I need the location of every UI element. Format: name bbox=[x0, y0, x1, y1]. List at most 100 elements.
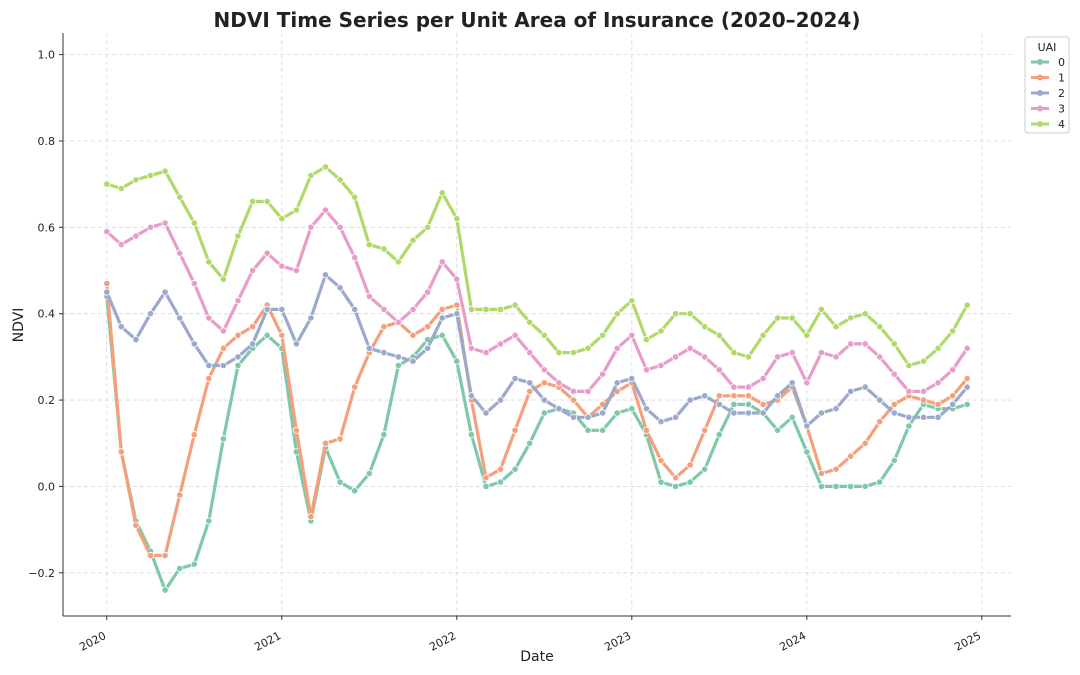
data-point bbox=[453, 215, 461, 223]
data-point bbox=[351, 193, 359, 201]
legend-label: 3 bbox=[1058, 103, 1065, 116]
data-point bbox=[905, 361, 913, 370]
data-point bbox=[249, 323, 257, 331]
data-point bbox=[205, 314, 213, 322]
data-point bbox=[351, 254, 359, 262]
data-point bbox=[876, 353, 884, 361]
data-point bbox=[365, 469, 373, 478]
data-point bbox=[686, 310, 694, 318]
data-point bbox=[598, 370, 607, 378]
data-point bbox=[628, 405, 636, 413]
data-point bbox=[307, 314, 315, 322]
data-point bbox=[438, 189, 446, 197]
data-point bbox=[161, 551, 169, 560]
data-point bbox=[409, 331, 417, 339]
data-point bbox=[409, 236, 417, 244]
data-point bbox=[467, 305, 475, 313]
data-point bbox=[555, 405, 563, 413]
legend-item: 1 bbox=[1031, 72, 1065, 85]
data-point bbox=[423, 344, 432, 352]
x-tick-label: 2025 bbox=[952, 629, 983, 654]
data-point bbox=[584, 344, 592, 352]
data-point bbox=[701, 353, 709, 361]
data-point bbox=[584, 426, 592, 434]
data-point bbox=[919, 357, 928, 365]
data-point bbox=[671, 474, 680, 482]
data-point bbox=[146, 171, 155, 180]
data-point bbox=[963, 344, 971, 352]
y-tick-label: 0.4 bbox=[38, 308, 56, 321]
data-point bbox=[423, 323, 432, 331]
data-point bbox=[438, 314, 446, 322]
data-point bbox=[613, 310, 621, 318]
x-tick-label: 2024 bbox=[777, 629, 808, 654]
y-tick-label: 0.0 bbox=[38, 480, 56, 493]
data-point bbox=[205, 374, 213, 383]
data-point bbox=[569, 387, 578, 395]
data-point bbox=[176, 314, 184, 322]
data-point bbox=[103, 279, 111, 288]
data-point bbox=[511, 331, 519, 339]
data-point bbox=[963, 301, 971, 309]
data-point bbox=[234, 353, 242, 361]
data-point bbox=[146, 223, 155, 231]
data-point bbox=[351, 487, 359, 495]
y-tick-label: 0.6 bbox=[38, 221, 56, 234]
data-point bbox=[613, 344, 621, 352]
data-point bbox=[380, 348, 388, 357]
data-point bbox=[817, 469, 826, 478]
data-point bbox=[861, 340, 869, 348]
data-point bbox=[890, 370, 898, 378]
data-point bbox=[773, 392, 782, 400]
data-point bbox=[278, 262, 286, 270]
data-point bbox=[380, 245, 388, 253]
y-tick-label: 1.0 bbox=[38, 49, 56, 62]
data-point bbox=[278, 305, 286, 313]
data-point bbox=[176, 491, 184, 499]
data-point bbox=[569, 413, 578, 421]
data-point bbox=[934, 344, 942, 352]
data-point bbox=[744, 392, 753, 400]
data-point bbox=[628, 331, 636, 339]
data-point bbox=[671, 353, 680, 361]
data-point bbox=[467, 344, 475, 352]
data-point bbox=[598, 331, 607, 339]
data-point bbox=[846, 482, 855, 490]
series-2 bbox=[103, 271, 971, 430]
data-point bbox=[263, 249, 271, 257]
data-point bbox=[686, 344, 694, 352]
data-point bbox=[773, 353, 782, 361]
data-point bbox=[890, 400, 898, 408]
legend-label: 2 bbox=[1058, 87, 1065, 100]
data-point bbox=[846, 387, 855, 395]
data-point bbox=[205, 517, 213, 525]
data-point bbox=[949, 327, 957, 335]
data-point bbox=[846, 340, 855, 348]
data-point bbox=[657, 478, 665, 486]
legend-swatch-marker bbox=[1037, 59, 1043, 65]
data-point bbox=[161, 586, 169, 594]
data-point bbox=[234, 361, 242, 370]
data-point bbox=[380, 305, 388, 313]
legend-label: 0 bbox=[1058, 56, 1065, 69]
data-point bbox=[540, 331, 548, 339]
data-point bbox=[949, 400, 957, 408]
data-point bbox=[249, 197, 257, 205]
data-point bbox=[409, 357, 417, 365]
data-point bbox=[263, 331, 271, 339]
data-point bbox=[744, 383, 753, 391]
series-line bbox=[105, 294, 969, 592]
data-point bbox=[453, 357, 461, 365]
data-point bbox=[715, 331, 723, 339]
data-point bbox=[876, 396, 884, 404]
data-point bbox=[146, 551, 155, 560]
data-point bbox=[686, 396, 694, 404]
data-point bbox=[117, 448, 125, 456]
data-point bbox=[321, 206, 330, 214]
data-point bbox=[351, 383, 359, 391]
data-point bbox=[744, 353, 753, 361]
data-point bbox=[307, 171, 315, 180]
data-point bbox=[540, 409, 548, 417]
data-point bbox=[380, 430, 388, 439]
